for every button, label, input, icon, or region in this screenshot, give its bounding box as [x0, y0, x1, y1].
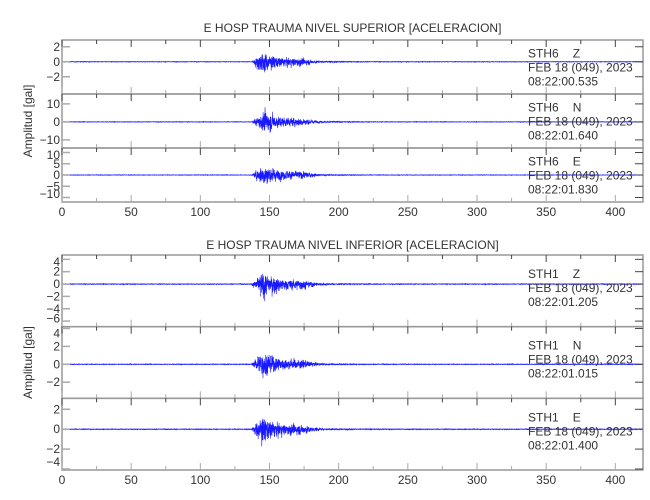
- station-label: STH6 Z: [528, 46, 580, 60]
- station-name: STH6: [528, 46, 559, 60]
- station-name: STH6: [528, 154, 559, 168]
- y-tick-label: 0: [53, 422, 60, 436]
- y-tick-label: 5: [53, 157, 60, 171]
- record-date: FEB 18 (049), 2023: [528, 424, 633, 438]
- y-tick-label: −10: [40, 187, 61, 201]
- waveform-trace: [61, 418, 644, 447]
- y-tick-label: 2: [53, 339, 60, 353]
- station-label: STH6 E: [528, 154, 581, 168]
- y-tick-label: −10: [40, 133, 61, 147]
- station-name: STH1: [528, 267, 559, 281]
- x-tick-label: 400: [605, 473, 625, 487]
- y-tick-label: 0: [53, 168, 60, 182]
- record-time: 08:22:01.640: [528, 128, 598, 142]
- x-tick-label: 0: [59, 473, 66, 487]
- y-tick-label: −5: [46, 179, 60, 193]
- y-tick-label: 0: [53, 357, 60, 371]
- y-tick-label: −6: [46, 312, 60, 326]
- chart-title: E HOSP TRAUMA NIVEL SUPERIOR [ACELERACIO…: [204, 21, 502, 35]
- x-tick-label: 200: [329, 205, 349, 219]
- x-tick-label: 200: [329, 473, 349, 487]
- record-time: 08:22:01.830: [528, 182, 598, 196]
- x-tick-label: 150: [259, 205, 279, 219]
- record-time: 08:22:01.015: [528, 367, 598, 381]
- y-tick-label: 2: [53, 265, 60, 279]
- x-tick-label: 0: [59, 205, 66, 219]
- station-name: STH6: [528, 100, 559, 114]
- y-tick-label: −2: [46, 70, 60, 84]
- x-tick-label: 350: [536, 205, 556, 219]
- x-tick-label: 300: [467, 205, 487, 219]
- waveform-trace: [61, 273, 644, 301]
- x-tick-label: 400: [605, 205, 625, 219]
- waveform-trace: [61, 168, 644, 185]
- y-tick-label: −2: [46, 289, 60, 303]
- y-tick-label: 0: [53, 115, 60, 129]
- y-tick-label: −4: [46, 302, 60, 316]
- x-tick-label: 250: [398, 205, 418, 219]
- component-name: Z: [573, 46, 580, 60]
- record-date: FEB 18 (049), 2023: [528, 114, 633, 128]
- y-axis-label: Amplitud [gal]: [21, 326, 35, 399]
- waveform-trace: [61, 107, 644, 133]
- station-name: STH1: [528, 410, 559, 424]
- component-name: Z: [573, 267, 580, 281]
- x-tick-label: 50: [124, 473, 138, 487]
- waveform-trace: [61, 54, 644, 73]
- x-tick-label: 100: [190, 205, 210, 219]
- component-name: E: [573, 154, 581, 168]
- x-tick-label: 100: [190, 473, 210, 487]
- y-tick-label: 0: [53, 55, 60, 69]
- record-time: 08:22:01.205: [528, 295, 598, 309]
- station-label: STH1 E: [528, 410, 581, 424]
- chart-1: E HOSP TRAUMA NIVEL SUPERIOR [ACELERACIO…: [21, 21, 644, 219]
- chart-2: E HOSP TRAUMA NIVEL INFERIOR [ACELERACIO…: [21, 238, 644, 487]
- record-time: 08:22:00.535: [528, 74, 598, 88]
- chart-title: E HOSP TRAUMA NIVEL INFERIOR [ACELERACIO…: [206, 238, 499, 252]
- record-date: FEB 18 (049), 2023: [528, 281, 633, 295]
- y-tick-label: 2: [53, 40, 60, 54]
- waveform-trace: [61, 354, 644, 379]
- y-tick-label: −4: [46, 455, 60, 469]
- x-tick-label: 350: [536, 473, 556, 487]
- record-date: FEB 18 (049), 2023: [528, 168, 633, 182]
- y-tick-label: 0: [53, 277, 60, 291]
- station-label: STH1 Z: [528, 267, 580, 281]
- y-tick-label: 2: [53, 402, 60, 416]
- record-time: 08:22:01.400: [528, 438, 598, 452]
- component-name: N: [573, 100, 582, 114]
- x-tick-label: 150: [259, 473, 279, 487]
- y-axis-label: Amplitud [gal]: [21, 85, 35, 158]
- x-tick-label: 250: [398, 473, 418, 487]
- x-tick-label: 50: [124, 205, 138, 219]
- station-name: STH1: [528, 339, 559, 353]
- panel-frame: [61, 397, 644, 471]
- record-date: FEB 18 (049), 2023: [528, 353, 633, 367]
- station-label: STH6 N: [528, 100, 581, 114]
- y-tick-label: 10: [47, 148, 61, 162]
- y-tick-label: −2: [46, 442, 60, 456]
- y-tick-label: −2: [46, 375, 60, 389]
- y-tick-label: 10: [47, 97, 61, 111]
- component-name: N: [573, 339, 582, 353]
- component-name: E: [573, 410, 581, 424]
- record-date: FEB 18 (049), 2023: [528, 60, 633, 74]
- station-label: STH1 N: [528, 339, 581, 353]
- x-tick-label: 300: [467, 473, 487, 487]
- y-tick-label: 4: [53, 327, 60, 341]
- y-tick-label: 4: [53, 255, 60, 269]
